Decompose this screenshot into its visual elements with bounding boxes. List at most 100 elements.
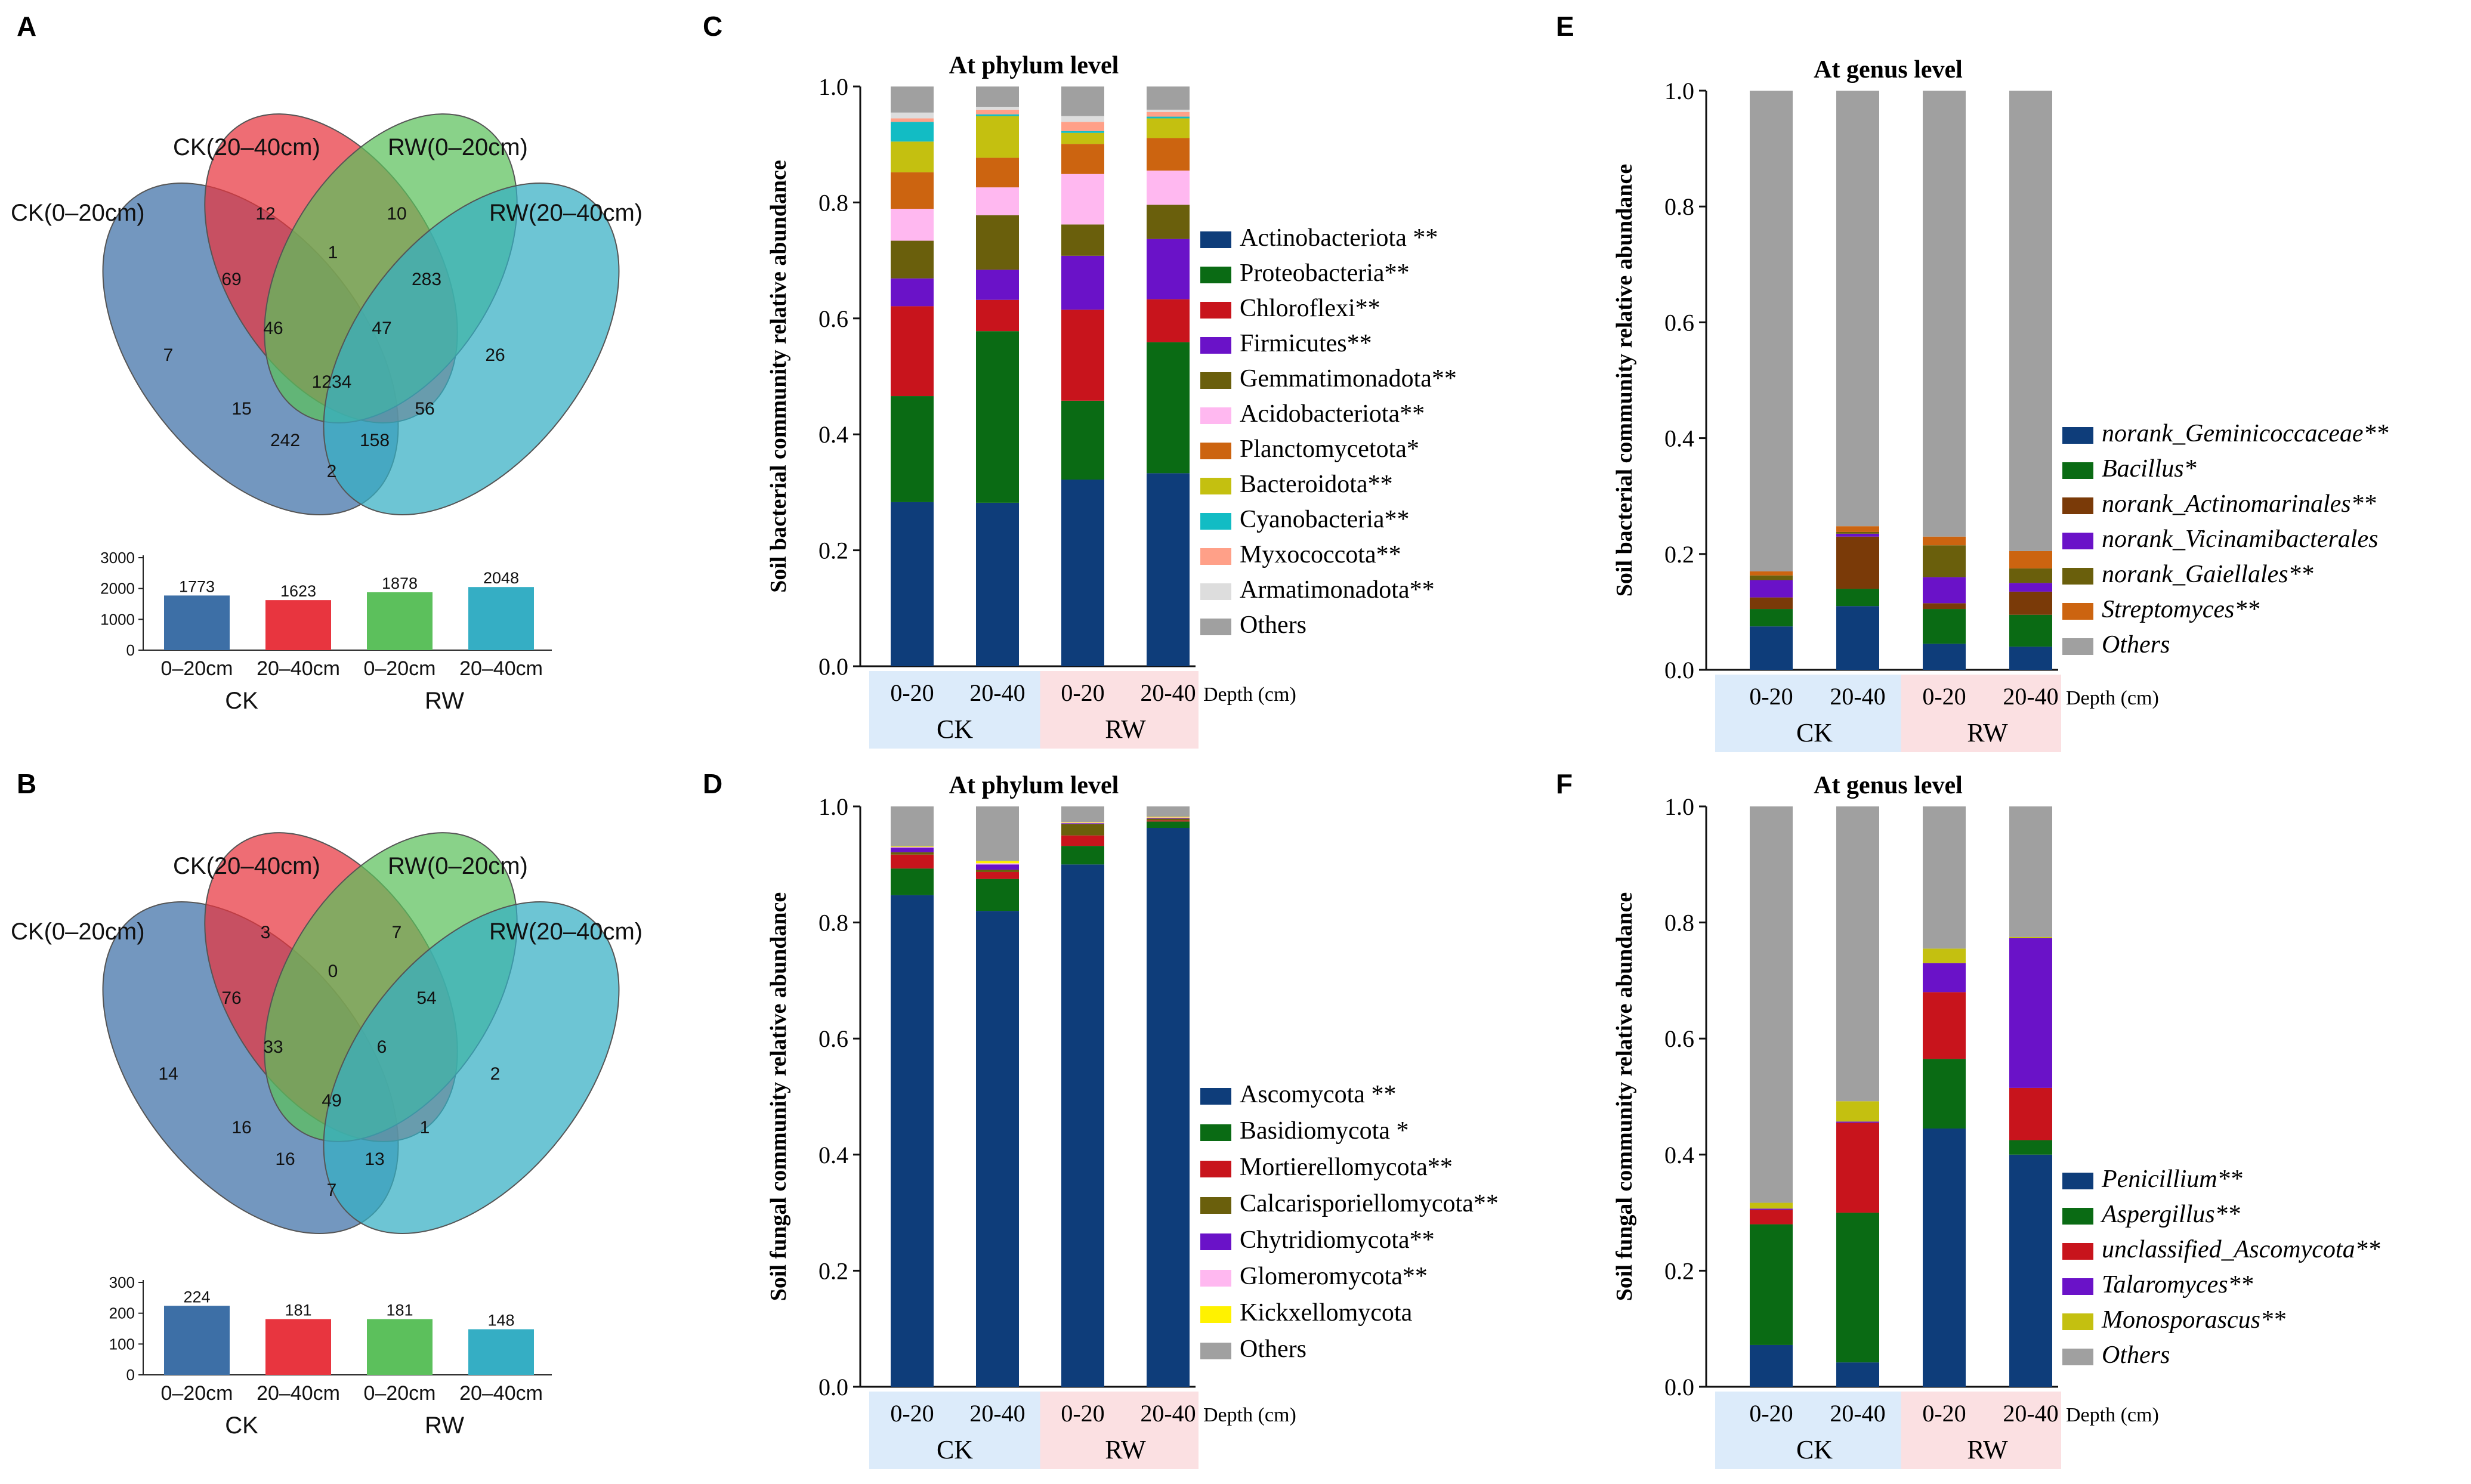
venn-region-count: 1234 (312, 372, 352, 392)
panel-letter-c: C (703, 11, 722, 42)
chart-title: At phylum level (949, 52, 1119, 79)
stacked-bar-segment (1061, 480, 1104, 666)
stacked-bar-segment (891, 852, 934, 855)
y-tick-label: 0.8 (1664, 193, 1694, 220)
total-otu-bar-chart-a: 0 1000 2000 3000 1773 0–20cm 1623 20–40cm 1878 0–… (100, 549, 552, 714)
stacked-bar-segment (1923, 1059, 1966, 1129)
stacked-bar-segment (1750, 91, 1793, 571)
x-tick-label: 20-40 (969, 679, 1025, 706)
y-tick-label: 0.6 (1664, 1025, 1694, 1052)
x-axis-label: Depth (cm) (1203, 1404, 1296, 1426)
legend-label: Gemmatimonadota** (1240, 365, 1457, 392)
stacked-bar-segment (891, 141, 934, 172)
y-tick-label: 0.4 (1664, 425, 1694, 452)
stacked-bar-chart-d: At phylum level Soil fungal community rel… (766, 772, 1499, 1469)
stacked-bar-chart-f: At genus level Soil fungal community rela… (1612, 772, 2380, 1469)
x-tick-label: 0-20 (1061, 679, 1104, 706)
y-axis-label: Soil fungal community relative abundance (1612, 892, 1637, 1301)
y-tick-label: 0.6 (1664, 309, 1694, 336)
stacked-bar-segment (2009, 551, 2052, 569)
legend-swatch (2062, 1208, 2093, 1225)
stacked-bar-segment (1147, 116, 1190, 119)
stacked-bar-segment (891, 846, 934, 848)
y-tick-label: 2000 (100, 580, 135, 598)
stacked-bar-segment (1061, 822, 1104, 823)
venn-region-count: 242 (270, 431, 300, 450)
stacked-bar-segment (1923, 536, 1966, 546)
legend-swatch (1200, 1306, 1231, 1323)
legend-label: Myxococcota** (1240, 541, 1401, 568)
stacked-bar-segment (1836, 1123, 1879, 1213)
stacked-bar-segment (976, 114, 1019, 116)
stacked-bar-segment (1836, 536, 1879, 589)
stacked-bar-segment (2009, 1154, 2052, 1387)
legend-swatch (1200, 302, 1231, 319)
x-tick-label: 20-40 (1830, 683, 1885, 710)
legend-label: Calcarisporiellomycota** (1240, 1190, 1499, 1217)
legend-label: Glomeromycota** (1240, 1263, 1428, 1290)
stacked-bar-segment (976, 864, 1019, 870)
y-tick-label: 0.2 (818, 1257, 848, 1284)
stacked-bar-segment (976, 806, 1019, 861)
legend-label: Mortierellomycota** (1240, 1154, 1453, 1181)
y-axis-label: Soil bacterial community relative abunda… (1612, 164, 1637, 597)
x-axis-label: Depth (cm) (2066, 687, 2159, 709)
stacked-bar-segment (1923, 577, 1966, 604)
venn-region-count: 6 (377, 1037, 387, 1057)
stacked-bar-segment (1836, 1101, 1879, 1122)
stacked-bar-segment (891, 396, 934, 502)
panel-letter-a: A (17, 11, 36, 42)
legend-label: Kickxellomycota (1240, 1299, 1413, 1327)
stacked-bar-segment (1061, 116, 1104, 122)
venn-region-count: 12 (255, 204, 275, 224)
legend-label: Firmicutes** (1240, 330, 1372, 357)
stacked-bar-segment (976, 502, 1019, 666)
group-label: CK (225, 688, 258, 714)
otu-bar (265, 600, 331, 650)
stacked-bar-segment (2009, 591, 2052, 615)
y-tick-label: 300 (109, 1273, 135, 1291)
stacked-bar-segment (1750, 580, 1793, 598)
stacked-bar-segment (1836, 606, 1879, 670)
y-tick-label: 1.0 (818, 793, 848, 820)
legend-swatch (1200, 231, 1231, 248)
legend-swatch (2062, 1278, 2093, 1295)
x-tick-label: 0-20 (890, 679, 934, 706)
x-tick-label: 20-40 (2003, 683, 2058, 710)
stacked-bar-segment (1061, 864, 1104, 1387)
otu-bar-category: 0–20cm (161, 657, 233, 680)
x-axis-label: Depth (cm) (1203, 684, 1296, 706)
stacked-bar-segment (1750, 1344, 1793, 1387)
venn-region-count: 0 (328, 961, 338, 981)
legend-swatch (1200, 372, 1231, 389)
panel-letter-f: F (1556, 768, 1573, 799)
stacked-bar-segment (891, 895, 934, 1387)
stacked-bar-segment (891, 848, 934, 852)
venn-region-count: 283 (412, 270, 441, 289)
otu-bar (468, 1329, 534, 1375)
stacked-bar-chart-e: At genus level Soil bacterial community r… (1612, 56, 2388, 752)
legend-label: Basidiomycota * (1240, 1117, 1409, 1145)
stacked-bar-segment (1923, 948, 1966, 963)
y-tick-label: 1.0 (1664, 78, 1694, 104)
legend-swatch (1200, 1197, 1231, 1214)
y-tick-label: 0.2 (1664, 1257, 1694, 1284)
otu-bar-category: 20–40cm (257, 657, 340, 680)
group-label: RW (1105, 1435, 1146, 1464)
y-tick-label: 1000 (100, 610, 135, 628)
legend-label: Others (2102, 1341, 2170, 1369)
stacked-bar-segment (1147, 828, 1190, 1387)
legend-label: Armatimonadota** (1240, 576, 1435, 604)
legend-label: norank_Gaiellales** (2102, 561, 2314, 588)
stacked-bar-segment (2009, 91, 2052, 551)
chart-title: At genus level (1814, 56, 1963, 84)
venn-region-count: 14 (158, 1064, 178, 1084)
venn-region-count: 13 (365, 1149, 384, 1169)
legend-swatch (1200, 513, 1231, 530)
venn-region-count: 69 (221, 270, 241, 289)
stacked-bar-segment (1147, 109, 1190, 112)
legend-label: unclassified_Ascomycota** (2102, 1236, 2380, 1263)
y-axis-label: Soil bacterial community relative abunda… (766, 160, 791, 593)
stacked-bar-segment (1750, 571, 1793, 576)
